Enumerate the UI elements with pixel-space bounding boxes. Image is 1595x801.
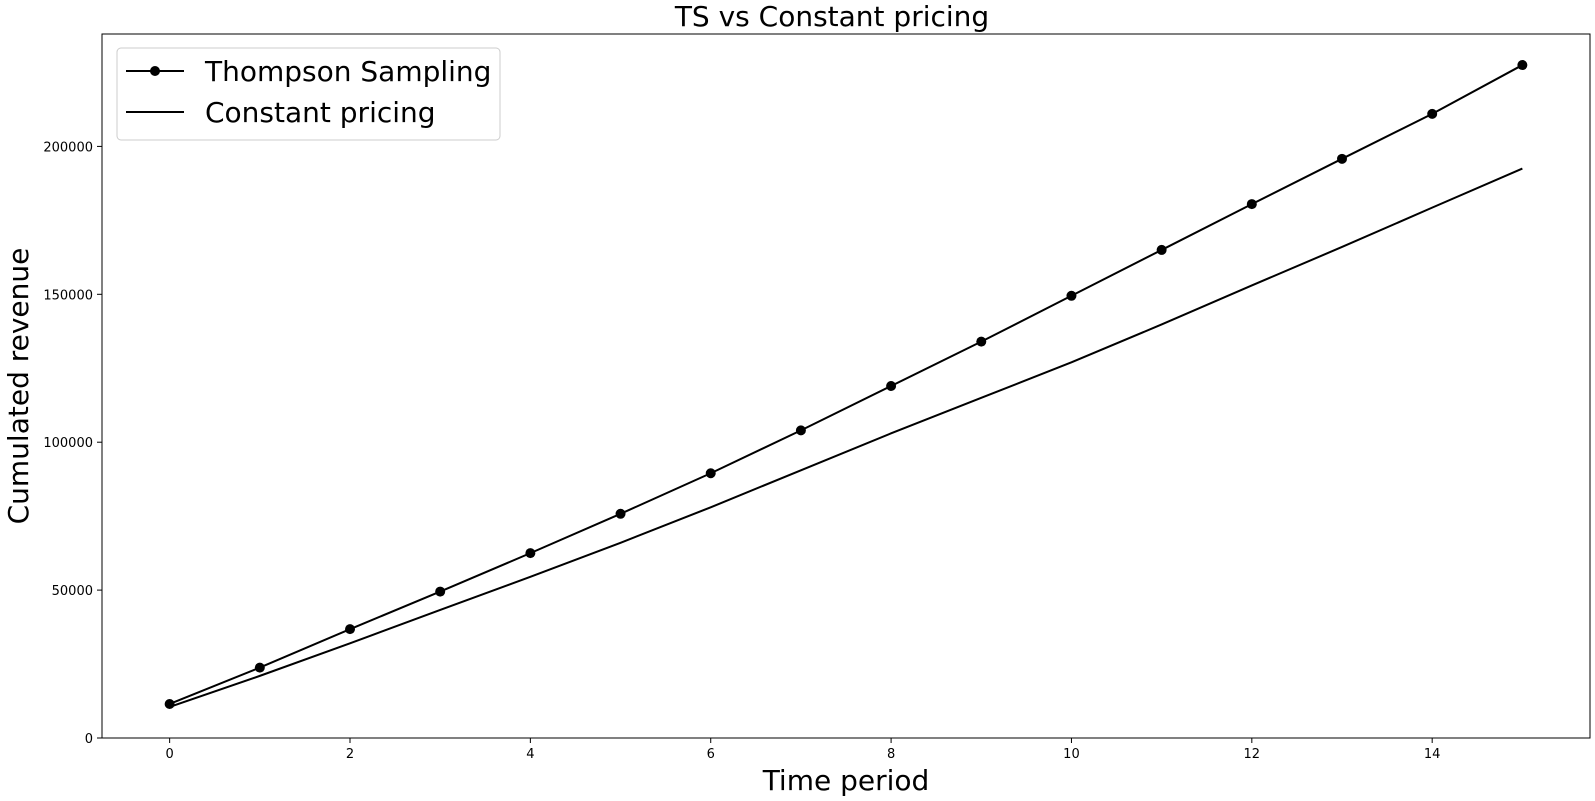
x-axis-label: Time period <box>762 764 930 797</box>
data-point-thompson-sampling <box>1337 153 1347 164</box>
series-layer <box>164 60 1528 709</box>
x-tick-label: 8 <box>887 747 895 762</box>
data-point-thompson-sampling <box>615 508 626 519</box>
data-point-thompson-sampling <box>795 425 806 436</box>
data-point-thompson-sampling <box>525 548 536 559</box>
data-point-thompson-sampling <box>705 468 716 479</box>
x-tick-label: 4 <box>526 747 534 762</box>
x-tick-label: 0 <box>165 747 173 762</box>
chart-title: TS vs Constant pricing <box>674 0 989 33</box>
x-tick-label: 10 <box>1063 747 1080 762</box>
series-line-constant-pricing <box>169 167 1523 708</box>
x-tick-label: 12 <box>1244 747 1261 762</box>
legend-box <box>116 47 501 141</box>
data-point-thompson-sampling <box>1066 290 1077 301</box>
y-axis: 0 50000 100000 150000 200000 <box>43 140 102 747</box>
series-line-thompson-sampling <box>169 64 1523 705</box>
data-point-thompson-sampling <box>254 662 265 673</box>
data-point-thompson-sampling <box>886 381 897 391</box>
data-point-thompson-sampling <box>976 336 987 347</box>
x-tick-label: 14 <box>1424 747 1441 762</box>
legend-constant-label: Constant pricing <box>205 96 436 129</box>
y-tick-label: 50000 <box>52 584 93 599</box>
x-tick-label: 2 <box>346 747 354 762</box>
legend-thompson-label: Thompson Sampling <box>204 55 491 88</box>
data-point-thompson-sampling <box>345 624 355 635</box>
data-point-thompson-sampling <box>1156 244 1167 255</box>
y-tick-label: 150000 <box>43 288 93 303</box>
y-tick-label: 100000 <box>43 436 93 451</box>
legend-thompson-marker <box>150 66 160 76</box>
legend: Thompson Sampling Constant pricing <box>116 47 501 141</box>
data-point-thompson-sampling <box>1517 60 1528 71</box>
y-axis-label: Cumulated revenue <box>2 248 35 525</box>
x-axis: 0 2 4 6 8 10 12 14 <box>165 738 1440 762</box>
y-tick-label: 200000 <box>43 140 93 155</box>
x-tick-label: 6 <box>707 747 715 762</box>
data-point-thompson-sampling <box>435 586 446 597</box>
plot-area-frame <box>101 33 1591 739</box>
data-point-thompson-sampling <box>1246 199 1257 210</box>
y-tick-label: 0 <box>85 732 93 747</box>
data-point-thompson-sampling <box>1427 108 1438 119</box>
data-point-thompson-sampling <box>164 698 175 709</box>
